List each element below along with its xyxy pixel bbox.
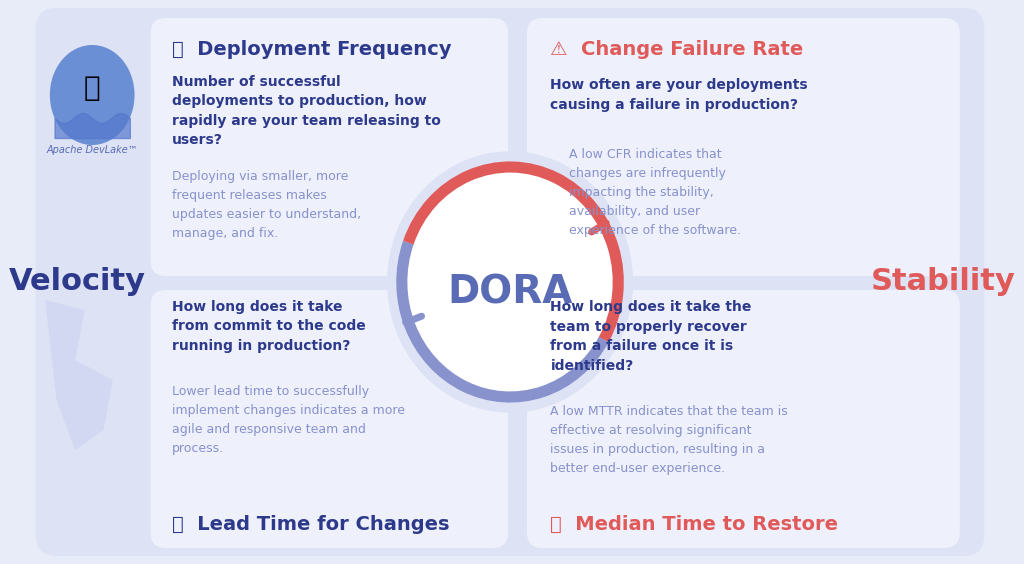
FancyBboxPatch shape — [527, 290, 959, 548]
Circle shape — [404, 170, 615, 394]
Text: How long does it take
from commit to the code
running in production?: How long does it take from commit to the… — [172, 300, 366, 353]
Text: DORA: DORA — [447, 273, 572, 311]
Text: Lower lead time to successfully
implement changes indicates a more
agile and res: Lower lead time to successfully implemen… — [172, 385, 406, 455]
Text: How long does it take the
team to properly recover
from a failure once it is
ide: How long does it take the team to proper… — [551, 300, 752, 372]
Ellipse shape — [50, 45, 134, 145]
Text: Apache DevLake™: Apache DevLake™ — [46, 145, 138, 155]
Text: ⧖  Lead Time for Changes: ⧖ Lead Time for Changes — [172, 515, 450, 534]
Text: Number of successful
deployments to production, how
rapidly are your team releas: Number of successful deployments to prod… — [172, 75, 441, 148]
Text: ⦿  Deployment Frequency: ⦿ Deployment Frequency — [172, 40, 452, 59]
Text: A low MTTR indicates that the team is
effective at resolving significant
issues : A low MTTR indicates that the team is ef… — [551, 405, 788, 475]
FancyBboxPatch shape — [151, 18, 508, 276]
FancyBboxPatch shape — [36, 8, 984, 556]
Circle shape — [388, 152, 633, 412]
Text: A low CFR indicates that
changes are infrequently
impacting the stability,
avail: A low CFR indicates that changes are inf… — [569, 148, 741, 237]
Text: Velocity: Velocity — [8, 267, 145, 297]
Text: How often are your deployments
causing a failure in production?: How often are your deployments causing a… — [551, 78, 808, 112]
FancyBboxPatch shape — [527, 18, 959, 276]
Text: ⚠  Change Failure Rate: ⚠ Change Failure Rate — [551, 40, 804, 59]
Polygon shape — [45, 300, 113, 450]
Text: Stability: Stability — [870, 267, 1016, 297]
Text: ⏰  Median Time to Restore: ⏰ Median Time to Restore — [551, 515, 839, 534]
Text: 🐇: 🐇 — [84, 74, 100, 102]
Text: Deploying via smaller, more
frequent releases makes
updates easier to understand: Deploying via smaller, more frequent rel… — [172, 170, 361, 240]
FancyBboxPatch shape — [151, 290, 508, 548]
